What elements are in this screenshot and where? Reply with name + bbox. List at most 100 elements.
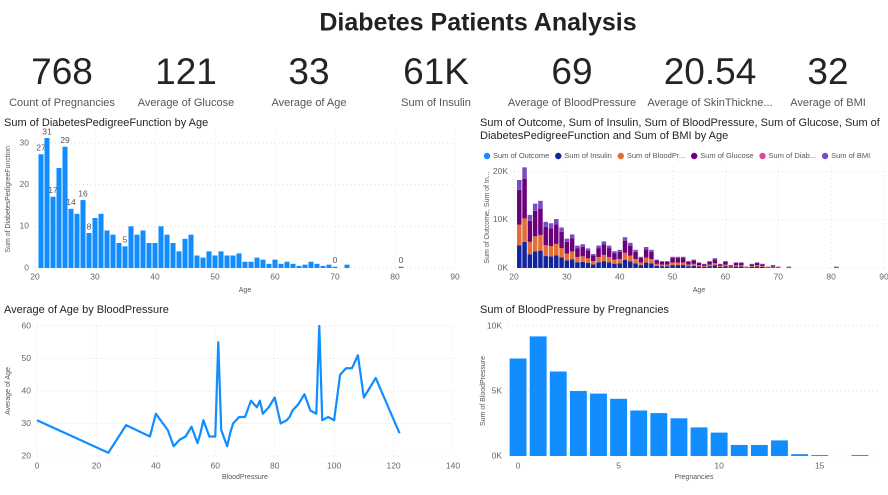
bar [730, 444, 748, 456]
legend-label: Sum of Outcome [493, 151, 549, 160]
x-tick-label: 50 [210, 271, 220, 281]
bar [44, 138, 50, 268]
y-tick-label: 0K [492, 450, 503, 460]
y-tick-label: 0 [24, 262, 29, 272]
x-tick-label: 140 [446, 460, 460, 470]
bar-segment [585, 248, 591, 251]
bar-segment [670, 265, 675, 268]
bar-segment [596, 256, 601, 263]
bar [164, 234, 170, 268]
bar-segment [686, 264, 691, 267]
bar-segment [754, 263, 760, 266]
y-axis-title: Sum of Outcome, Sum of In... [484, 171, 491, 263]
x-tick-label: 30 [90, 271, 100, 281]
bar-segment [665, 266, 670, 268]
bar-segment [638, 265, 644, 268]
bar [690, 427, 708, 456]
bar-segment [643, 262, 649, 268]
y-tick-label: 60 [22, 320, 32, 330]
y-tick-label: 30 [22, 418, 32, 428]
bar-segment [617, 259, 622, 264]
bar-segment [554, 255, 559, 268]
bar [74, 213, 80, 268]
bar-segment [622, 260, 628, 268]
bar-segment [670, 262, 675, 266]
bar [170, 243, 176, 268]
bar [218, 251, 224, 268]
kpi-label: Average of BloodPressure [508, 97, 636, 109]
bar-segment [744, 266, 749, 268]
x-tick-label: 70 [330, 271, 340, 281]
bar-segment [527, 214, 533, 221]
bar-segment [717, 264, 723, 266]
bar-segment [696, 265, 702, 267]
bar-segment [548, 245, 554, 257]
bar-segment [591, 255, 596, 262]
bar-segment [617, 249, 622, 252]
bar-segment [527, 241, 533, 255]
bar-segment [723, 266, 728, 268]
chart-title: Sum of Outcome, Sum of Insulin, Sum of B… [480, 117, 880, 142]
bar [710, 432, 728, 456]
bar-segment [670, 258, 675, 263]
bar-segment [670, 256, 675, 259]
bar-segment [702, 265, 707, 267]
kpi-label: Count of Pregnancies [9, 97, 115, 109]
bar-segment [628, 255, 633, 262]
bar-segment [543, 256, 548, 268]
bar-segment [617, 263, 622, 268]
y-tick-label: 0K [498, 262, 509, 272]
bar-segment [680, 258, 686, 263]
bar-segment [575, 262, 580, 268]
bar [194, 255, 200, 268]
x-axis-title: BloodPressure [222, 474, 268, 481]
legend-label: Sum of Insulin [564, 151, 612, 160]
data-label: 0 [333, 255, 338, 265]
bar [128, 226, 134, 268]
kpi-label: Average of SkinThickne... [647, 97, 772, 109]
bar-segment [770, 266, 776, 268]
bar-segment [559, 257, 564, 268]
bar-segment [532, 210, 538, 237]
bar-segment [538, 200, 543, 209]
bar-segment [760, 266, 765, 268]
chart-title: Average of Age by BloodPressure [4, 304, 169, 316]
y-tick-label: 10K [487, 320, 502, 330]
x-tick-label: 20 [92, 460, 102, 470]
bar [851, 455, 869, 456]
bar-segment [733, 265, 739, 267]
bar-segment [733, 266, 739, 268]
bar-segment [564, 253, 570, 261]
bar-segment [559, 231, 564, 248]
bar-segment [686, 261, 691, 265]
bar-segment [723, 264, 728, 267]
legend-marker [483, 152, 491, 160]
kpi-label: Average of Age [271, 97, 346, 109]
x-axis-title: Age [693, 287, 706, 294]
bar-segment [643, 257, 649, 263]
bar-segment [696, 263, 702, 266]
bar-segment [585, 262, 591, 268]
bar [140, 230, 146, 268]
bar-segment [675, 258, 681, 263]
bar-segment [612, 253, 617, 260]
bar-segment [760, 264, 765, 266]
bar [332, 266, 338, 268]
data-label: 14 [66, 197, 76, 207]
bar [116, 243, 122, 268]
bar-segment [596, 248, 601, 257]
bar [549, 371, 567, 456]
bar-segment [691, 263, 696, 266]
bar [284, 261, 290, 268]
bar-segment [659, 261, 665, 262]
bar-segment [612, 251, 617, 254]
bar-segment [580, 261, 585, 268]
bar-segment [638, 262, 644, 266]
legend-label: Sum of BMI [831, 151, 870, 160]
bar-segment [649, 249, 654, 252]
bar-segment [628, 242, 633, 246]
bar-segment [770, 267, 776, 268]
bar [158, 226, 164, 268]
bar-segment [760, 265, 765, 267]
